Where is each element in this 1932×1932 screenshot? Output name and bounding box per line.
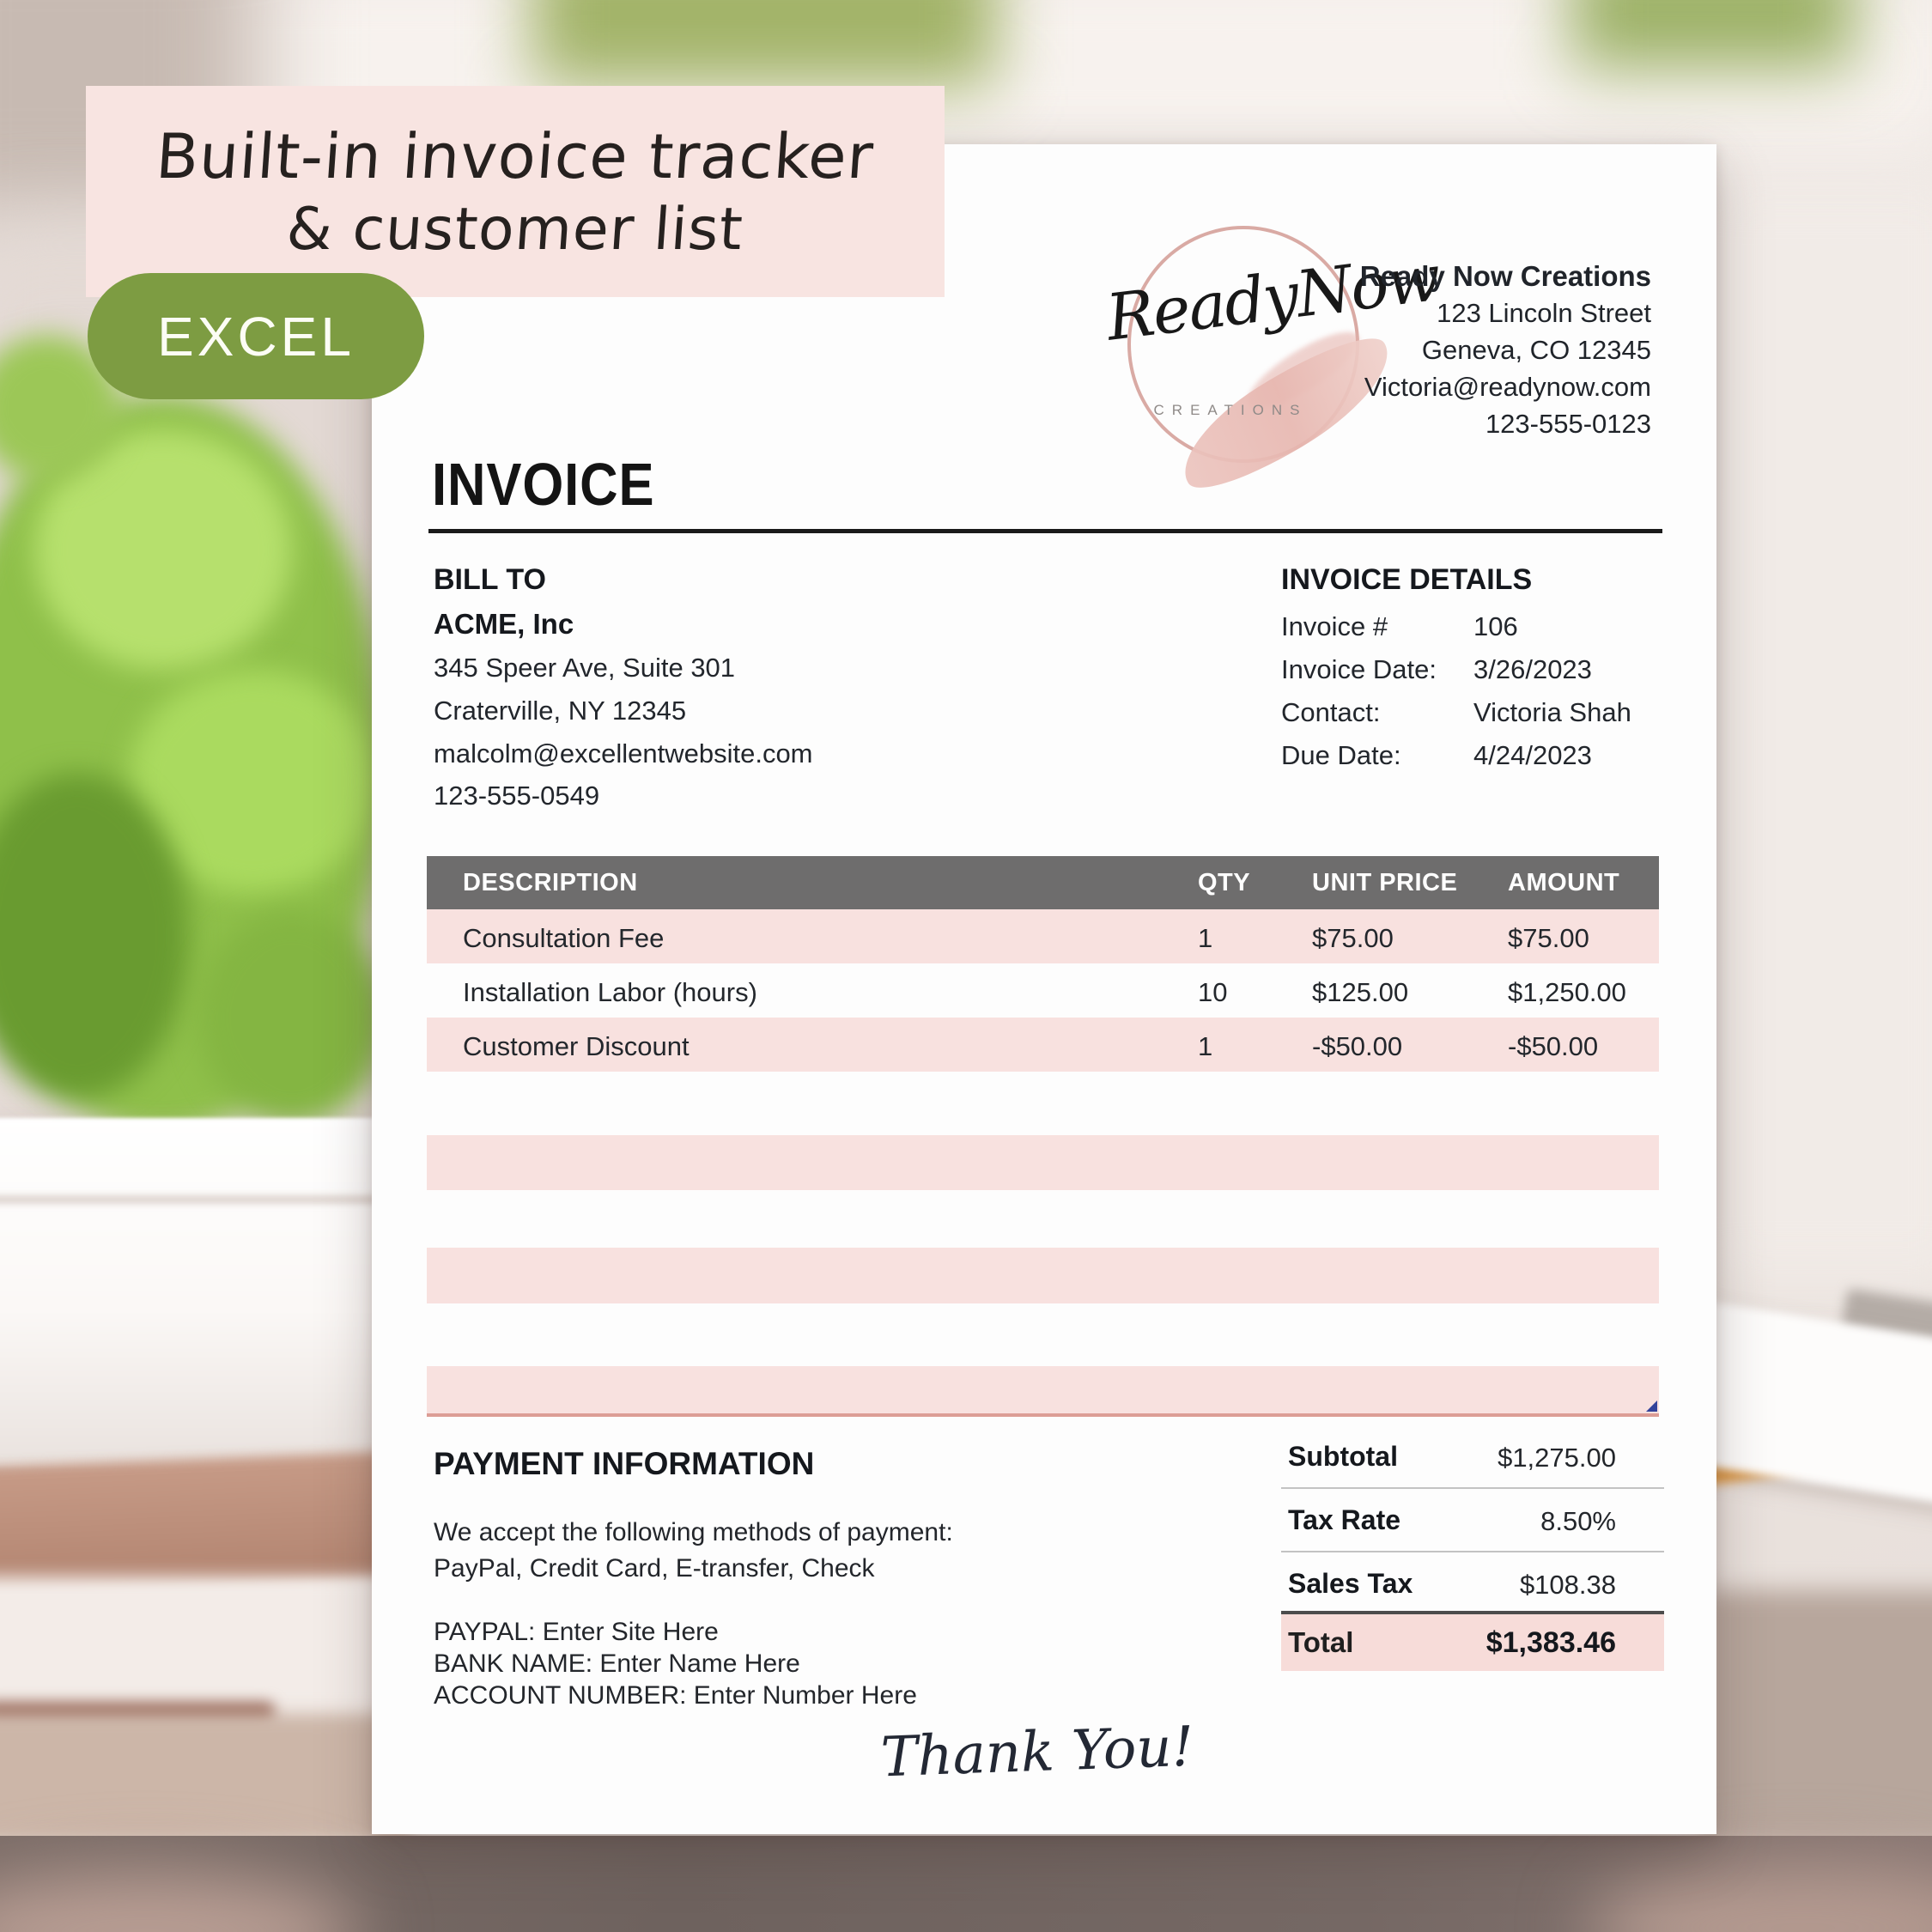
table-row: Installation Labor (hours) 10 $125.00 $1… — [427, 963, 1659, 1018]
cell-unit-price: $125.00 — [1312, 977, 1409, 1007]
cell-description: Installation Labor (hours) — [463, 977, 757, 1007]
empty-row — [427, 1135, 1659, 1190]
divider — [1281, 1611, 1664, 1614]
payment-paypal: PAYPAL: Enter Site Here — [434, 1618, 719, 1646]
invoice-details-heading: INVOICE DETAILS — [1281, 563, 1533, 596]
invoice-document: ReadyNow CREATIONS Ready Now Creations 1… — [372, 144, 1716, 1834]
cell-amount: $75.00 — [1508, 923, 1589, 953]
background-green-blob — [532, 0, 996, 86]
totals-label: Subtotal — [1288, 1441, 1398, 1472]
background-wall — [1700, 172, 1932, 1288]
bill-to-address: 345 Speer Ave, Suite 301 — [434, 653, 736, 683]
grand-total-row: Total $1,383.46 — [1281, 1614, 1664, 1671]
payment-bank: BANK NAME: Enter Name Here — [434, 1649, 800, 1678]
bill-to-email: malcolm@excellentwebsite.com — [434, 738, 813, 769]
company-name: Ready Now Creations — [1359, 260, 1651, 292]
cell-description: Customer Discount — [463, 1031, 690, 1061]
company-address-line: 123 Lincoln Street — [1437, 298, 1651, 328]
detail-value: 3/26/2023 — [1473, 654, 1592, 684]
totals-label: Sales Tax — [1288, 1568, 1413, 1599]
plant-foliage — [0, 773, 189, 1099]
empty-row — [427, 1248, 1659, 1303]
totals-row: Subtotal $1,275.00 — [1281, 1425, 1664, 1487]
empty-row — [427, 1366, 1659, 1417]
bill-to-name: ACME, Inc — [434, 608, 574, 640]
bill-to-phone: 123-555-0549 — [434, 781, 600, 811]
company-phone: 123-555-0123 — [1485, 409, 1651, 439]
totals-value: $108.38 — [1519, 1570, 1616, 1600]
promo-banner-line1: Built-in invoice tracker — [154, 119, 877, 192]
totals-block: Subtotal $1,275.00 Tax Rate 8.50% Sales … — [1281, 1425, 1664, 1820]
cell-unit-price: $75.00 — [1312, 923, 1394, 953]
column-header-unit-price: UNIT PRICE — [1312, 869, 1458, 896]
cell-qty: 10 — [1198, 977, 1228, 1007]
logo-subtitle: CREATIONS — [1153, 402, 1308, 418]
detail-value: 106 — [1473, 611, 1518, 641]
detail-value: Victoria Shah — [1473, 697, 1631, 727]
totals-value: $1,275.00 — [1498, 1443, 1616, 1473]
totals-row: Sales Tax $108.38 — [1281, 1552, 1664, 1614]
bill-to-heading: BILL TO — [434, 563, 546, 596]
column-header-description: DESCRIPTION — [463, 869, 638, 896]
cell-description: Consultation Fee — [463, 923, 665, 953]
book-stack — [0, 1714, 412, 1843]
company-info: Ready Now Creations 123 Lincoln Street G… — [1230, 258, 1651, 442]
cell-unit-price: -$50.00 — [1312, 1031, 1403, 1061]
divider — [1281, 1487, 1664, 1489]
title-underline — [428, 529, 1662, 533]
promo-banner: Built-in invoice tracker & customer list — [86, 86, 945, 297]
promo-banner-line2: & customer list — [284, 195, 746, 264]
detail-label: Invoice Date: — [1281, 654, 1437, 684]
bill-to-address: Craterville, NY 12345 — [434, 696, 687, 726]
grand-total-label: Total — [1288, 1626, 1354, 1658]
detail-value: 4/24/2023 — [1473, 740, 1592, 770]
totals-row: Tax Rate 8.50% — [1281, 1489, 1664, 1551]
detail-label: Contact: — [1281, 697, 1381, 727]
thank-you-note: Thank You! — [879, 1715, 1195, 1790]
company-email: Victoria@readynow.com — [1364, 372, 1651, 402]
desk-surface — [1704, 1590, 1932, 1848]
cell-amount: $1,250.00 — [1508, 977, 1626, 1007]
planter-pot — [0, 1118, 392, 1468]
detail-label: Invoice # — [1281, 611, 1388, 641]
page-title: INVOICE — [432, 451, 655, 518]
cell-amount: -$50.00 — [1508, 1031, 1599, 1061]
detail-label: Due Date: — [1281, 740, 1401, 770]
table-row: Customer Discount 1 -$50.00 -$50.00 — [427, 1018, 1659, 1072]
excel-badge: EXCEL — [88, 273, 424, 399]
totals-label: Tax Rate — [1288, 1504, 1401, 1535]
cell-qty: 1 — [1198, 923, 1213, 953]
planter-rim — [0, 1195, 392, 1204]
table-header-row: DESCRIPTION QTY UNIT PRICE AMOUNT — [427, 856, 1659, 909]
cell-qty: 1 — [1198, 1031, 1213, 1061]
table-row: Consultation Fee 1 $75.00 $75.00 — [427, 909, 1659, 963]
plant-foliage — [197, 910, 386, 1125]
column-header-amount: AMOUNT — [1508, 869, 1620, 896]
background-green-blob — [1571, 0, 1855, 69]
divider — [1281, 1551, 1664, 1552]
grand-total-value: $1,383.46 — [1485, 1626, 1616, 1659]
table-resize-handle-icon — [1646, 1400, 1657, 1412]
payment-methods: PayPal, Credit Card, E-transfer, Check — [434, 1554, 875, 1583]
company-address-line: Geneva, CO 12345 — [1421, 335, 1651, 365]
column-header-qty: QTY — [1198, 869, 1251, 896]
payment-intro: We accept the following methods of payme… — [434, 1518, 953, 1546]
totals-value: 8.50% — [1540, 1506, 1616, 1536]
book-stack — [0, 1577, 429, 1722]
payment-heading: PAYMENT INFORMATION — [434, 1446, 815, 1481]
payment-account: ACCOUNT NUMBER: Enter Number Here — [434, 1681, 917, 1710]
